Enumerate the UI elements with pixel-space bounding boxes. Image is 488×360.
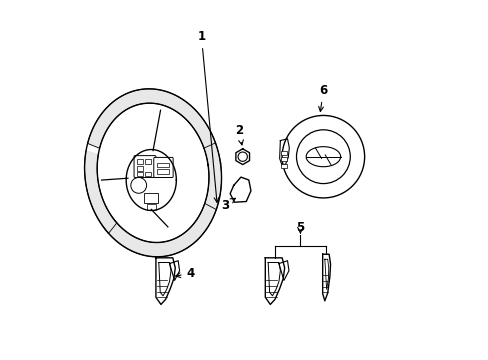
Bar	[144, 159, 151, 164]
Bar	[156, 163, 169, 167]
Bar	[137, 172, 142, 176]
Text: 6: 6	[318, 84, 327, 112]
Bar	[156, 169, 169, 174]
FancyBboxPatch shape	[134, 156, 156, 177]
Circle shape	[296, 130, 349, 184]
Bar	[137, 159, 142, 164]
Circle shape	[238, 152, 247, 161]
Text: 1: 1	[197, 30, 219, 202]
Circle shape	[131, 177, 146, 193]
Polygon shape	[203, 143, 221, 210]
Text: 3: 3	[220, 198, 235, 212]
Text: 5: 5	[296, 221, 304, 234]
Polygon shape	[102, 203, 216, 257]
Bar	[137, 166, 142, 171]
Circle shape	[282, 116, 364, 198]
Polygon shape	[84, 151, 117, 233]
Bar	[281, 157, 286, 161]
Bar	[144, 193, 158, 203]
Bar	[281, 164, 286, 168]
Bar	[144, 172, 151, 176]
Text: 2: 2	[235, 124, 243, 145]
Polygon shape	[87, 89, 215, 148]
Text: 4: 4	[175, 267, 194, 280]
Bar	[281, 151, 286, 155]
FancyBboxPatch shape	[153, 157, 173, 177]
Bar	[147, 204, 155, 211]
